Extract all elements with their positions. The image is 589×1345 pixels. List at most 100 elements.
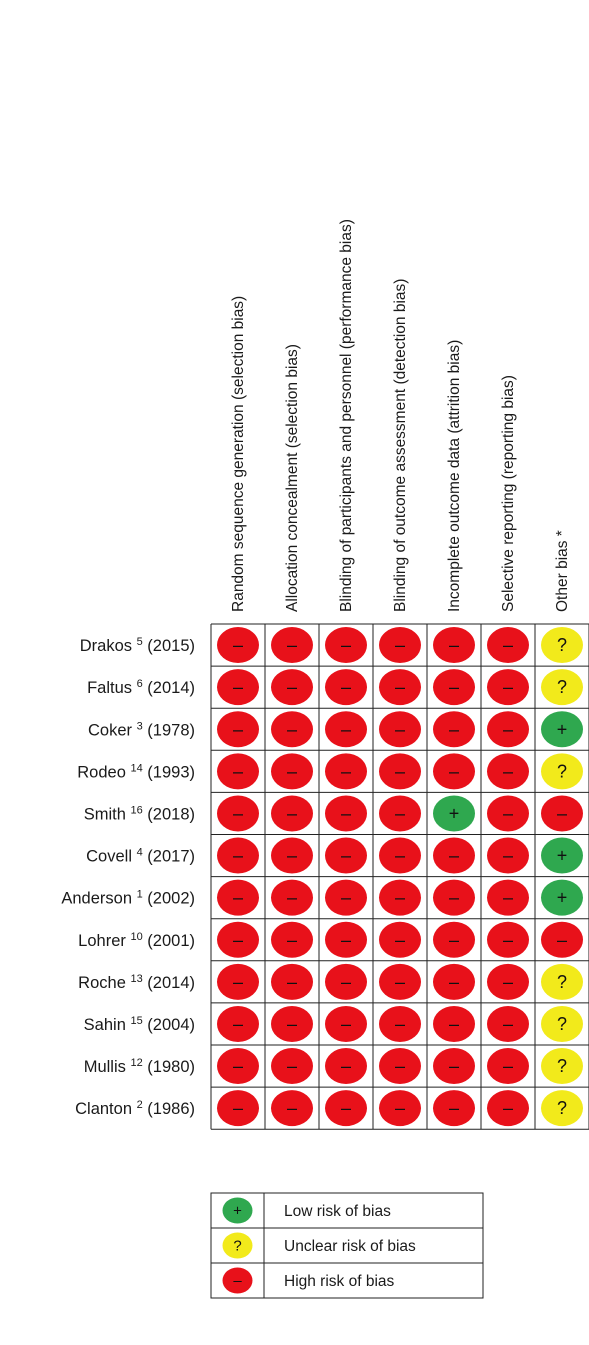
- high-risk-marker: [271, 711, 313, 748]
- high-risk-marker: [487, 921, 529, 958]
- rating-cell: –: [217, 795, 259, 832]
- rating-cell: –: [325, 1005, 367, 1042]
- study-reference: 5: [137, 636, 143, 648]
- rating-symbol: –: [287, 635, 297, 655]
- study-name: Covell: [86, 848, 132, 866]
- high-risk-marker: [217, 711, 259, 748]
- rating-symbol: ?: [557, 972, 567, 992]
- high-risk-marker: [379, 711, 421, 748]
- study-year: (2014): [143, 679, 195, 697]
- high-risk-marker: [271, 795, 313, 832]
- rating-symbol: –: [341, 972, 351, 992]
- study-label: Faltus 6 (2014): [87, 678, 195, 697]
- rating-cell: –: [433, 627, 475, 664]
- high-risk-marker: [379, 1090, 421, 1127]
- unclear-risk-marker: [541, 669, 583, 706]
- rating-cell: –: [271, 1090, 313, 1127]
- legend-label: Low risk of bias: [284, 1203, 391, 1220]
- rating-cell: –: [325, 921, 367, 958]
- rating-symbol: ?: [557, 635, 567, 655]
- high-risk-marker: [379, 1048, 421, 1085]
- rating-cell: –: [487, 627, 529, 664]
- study-name: Faltus: [87, 679, 132, 697]
- high-risk-marker: [271, 1048, 313, 1085]
- study-name: Sahin: [84, 1016, 126, 1034]
- low-risk-marker: [433, 795, 475, 832]
- rating-cell: –: [325, 837, 367, 874]
- rating-symbol: –: [233, 635, 243, 655]
- rating-cell: –: [271, 795, 313, 832]
- rating-symbol: –: [449, 1098, 459, 1118]
- study-label: Mullis 12 (1980): [84, 1057, 195, 1076]
- rating-cell: –: [271, 837, 313, 874]
- high-risk-marker: [487, 1005, 529, 1042]
- rating-symbol: –: [503, 1056, 513, 1076]
- rating-symbol: –: [287, 1056, 297, 1076]
- rating-symbol: –: [287, 930, 297, 950]
- study-label: Clanton 2 (1986): [75, 1099, 195, 1118]
- legend-symbol: –: [233, 1273, 242, 1290]
- rating-cell: –: [487, 837, 529, 874]
- high-risk-marker: [541, 921, 583, 958]
- rating-cell: –: [433, 837, 475, 874]
- study-name: Coker: [88, 721, 133, 739]
- domain-header-2: Allocation concealment (selection bias): [284, 344, 301, 612]
- domain-header-4: Blinding of outcome assessment (detectio…: [392, 279, 409, 612]
- study-year: (1993): [143, 763, 195, 781]
- study-reference: 2: [137, 1099, 143, 1111]
- rating-symbol: –: [233, 719, 243, 739]
- rating-symbol: –: [395, 761, 405, 781]
- study-reference: 16: [130, 804, 142, 816]
- high-risk-marker: [487, 753, 529, 790]
- rating-symbol: –: [503, 972, 513, 992]
- study-reference: 15: [130, 1015, 142, 1027]
- low-risk-marker: [541, 879, 583, 916]
- high-risk-marker: [325, 669, 367, 706]
- rating-cell: –: [217, 963, 259, 1000]
- rating-cell: –: [271, 753, 313, 790]
- legend-label: High risk of bias: [284, 1273, 395, 1290]
- rating-cell: –: [433, 711, 475, 748]
- rating-cell: –: [325, 1090, 367, 1127]
- high-risk-marker: [271, 753, 313, 790]
- rating-cell: –: [487, 795, 529, 832]
- rating-symbol: –: [503, 1098, 513, 1118]
- high-risk-marker: [217, 837, 259, 874]
- rating-symbol: –: [233, 677, 243, 697]
- low-risk-marker: [541, 837, 583, 874]
- high-risk-marker: [433, 753, 475, 790]
- high-risk-marker: [379, 627, 421, 664]
- rating-symbol: –: [287, 1014, 297, 1034]
- study-name: Anderson: [61, 890, 132, 908]
- study-label: Anderson 1 (2002): [61, 889, 195, 908]
- rating-symbol: –: [503, 719, 513, 739]
- rating-cell: –: [325, 1048, 367, 1085]
- rating-cell: –: [325, 669, 367, 706]
- high-risk-marker: [433, 837, 475, 874]
- rating-cell: –: [433, 879, 475, 916]
- high-risk-marker: [433, 627, 475, 664]
- high-risk-marker: [271, 1005, 313, 1042]
- high-risk-marker: [487, 963, 529, 1000]
- rating-cell: –: [271, 1048, 313, 1085]
- rating-symbol: –: [341, 803, 351, 823]
- rating-symbol: –: [449, 930, 459, 950]
- rating-cell: –: [487, 711, 529, 748]
- rating-cell: –: [379, 1048, 421, 1085]
- rating-cell: –: [433, 669, 475, 706]
- study-reference: 13: [130, 973, 142, 985]
- study-name: Smith: [84, 805, 126, 823]
- rating-cell: –: [379, 753, 421, 790]
- high-risk-marker: [379, 963, 421, 1000]
- rating-symbol: +: [449, 803, 460, 823]
- rating-cell: +: [541, 837, 583, 874]
- rating-cell: –: [271, 669, 313, 706]
- high-risk-marker: [325, 1048, 367, 1085]
- rating-cell: –: [541, 795, 583, 832]
- high-risk-marker: [379, 879, 421, 916]
- rating-cell: –: [271, 627, 313, 664]
- rating-symbol: ?: [557, 761, 567, 781]
- rating-cell: –: [217, 1048, 259, 1085]
- high-risk-marker: [433, 669, 475, 706]
